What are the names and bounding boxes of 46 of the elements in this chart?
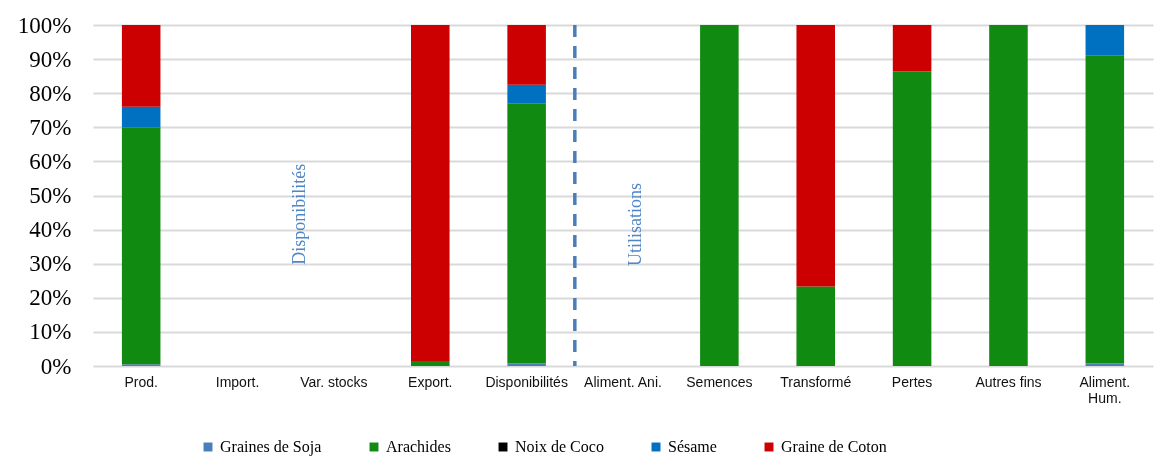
- x-tick-label: Export.: [408, 373, 453, 390]
- bar: [796, 286, 835, 366]
- y-tick-label: 50%: [29, 183, 72, 208]
- x-tick-label: Aliment. Ani.: [584, 373, 662, 390]
- bar: [507, 25, 546, 85]
- bar: [121, 25, 161, 107]
- bar: [1085, 55, 1125, 364]
- legend-label: Noix de Coco: [515, 438, 604, 455]
- y-tick-label: 60%: [29, 148, 72, 174]
- x-tick-label: Autres fins: [975, 373, 1042, 390]
- y-tick-label: 100%: [17, 12, 72, 38]
- y-tick-label: 80%: [29, 80, 72, 106]
- legend-label: Graines de Soja: [220, 438, 322, 456]
- y-tick-label: 30%: [29, 251, 72, 277]
- y-tick-label: 20%: [29, 285, 72, 311]
- bar: [411, 360, 450, 366]
- bar: [121, 106, 161, 128]
- x-tick-label: Disponibilités: [485, 373, 568, 390]
- bar: [1085, 25, 1125, 56]
- bar: [892, 71, 932, 366]
- bar: [796, 25, 835, 287]
- x-tick-label: Import.: [215, 373, 260, 390]
- bar: [700, 25, 739, 366]
- annotation: Utilisations: [624, 182, 645, 266]
- bar: [121, 127, 161, 365]
- legend-label: Arachides: [386, 438, 451, 455]
- x-tick-label: Aliment. Hum.: [1079, 373, 1131, 406]
- y-tick-label: 90%: [29, 46, 72, 72]
- y-tick-label: 40%: [29, 217, 72, 243]
- x-tick-label: Pertes: [891, 373, 933, 390]
- legend-label: Sésame: [668, 438, 717, 455]
- bar: [507, 84, 546, 104]
- y-tick-label: 0%: [40, 353, 72, 379]
- x-tick-label: Semences: [686, 373, 753, 390]
- legend-label: Graine de Coton: [781, 438, 887, 455]
- x-tick-label: Transformé: [780, 373, 852, 390]
- x-tick-label: Prod.: [124, 373, 158, 390]
- y-tick-label: 10%: [29, 319, 72, 345]
- bar: [507, 103, 546, 364]
- y-tick-label: 70%: [29, 114, 72, 140]
- annotation: Disponibilités: [289, 163, 310, 265]
- bar: [892, 25, 932, 72]
- bar: [411, 25, 450, 361]
- bar: [989, 25, 1028, 366]
- bar: [1085, 363, 1125, 366]
- x-tick-label: Var. stocks: [300, 373, 368, 390]
